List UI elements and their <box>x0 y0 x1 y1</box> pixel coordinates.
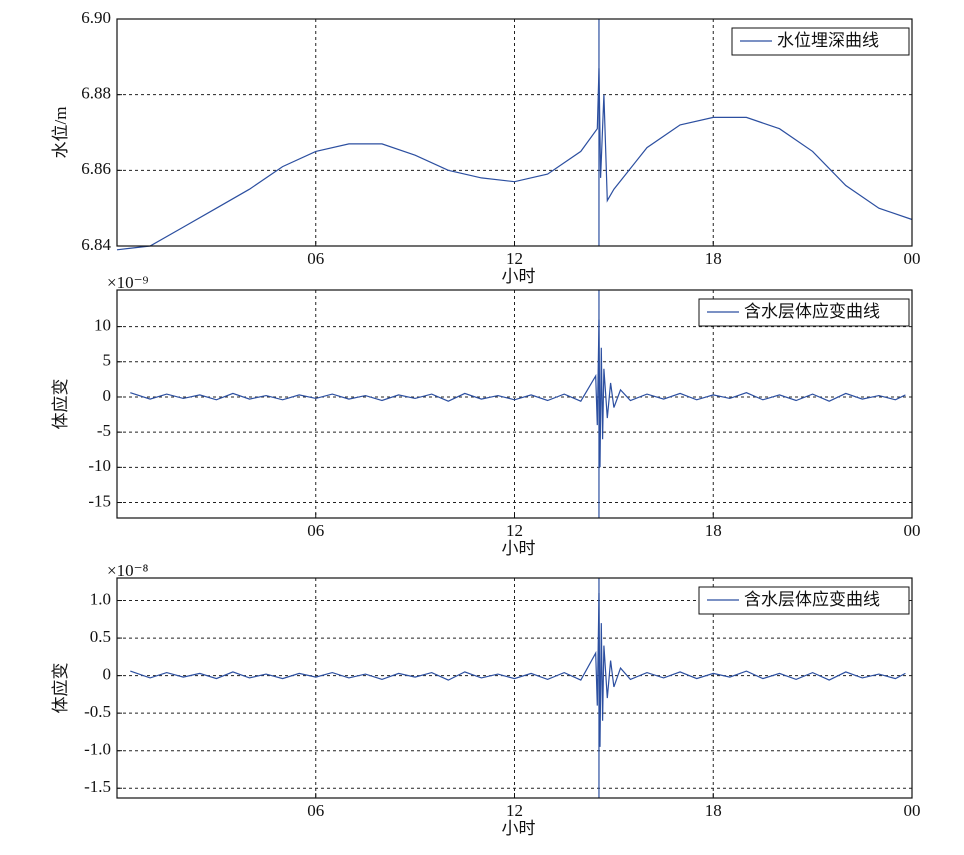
y-axis-label: 体应变 <box>51 663 70 714</box>
y-tick-label: 6.88 <box>81 84 111 103</box>
y-tick-label: 1.0 <box>90 589 111 608</box>
data-line <box>130 592 906 747</box>
x-tick-label: 18 <box>705 521 722 540</box>
y-scale-label: ×10⁻⁸ <box>107 561 149 580</box>
legend-label: 含水层体应变曲线 <box>744 302 880 321</box>
y-tick-label: -15 <box>88 491 111 510</box>
x-tick-label: 12 <box>506 801 523 820</box>
data-line <box>116 68 913 251</box>
x-tick-label: 18 <box>705 801 722 820</box>
y-tick-label: 6.84 <box>81 235 111 254</box>
y-tick-label: -10 <box>88 456 111 475</box>
x-tick-label: 06 <box>307 521 324 540</box>
legend-label: 含水层体应变曲线 <box>744 590 880 609</box>
y-tick-label: -1.5 <box>84 777 111 796</box>
y-tick-label: 0 <box>103 665 112 684</box>
x-tick-label: 00 <box>904 249 921 268</box>
y-tick-label: 0 <box>103 386 112 405</box>
x-tick-label: 12 <box>506 521 523 540</box>
x-tick-label: 06 <box>307 249 324 268</box>
y-tick-label: 6.86 <box>81 159 111 178</box>
x-axis-label: 小时 <box>502 819 536 838</box>
y-tick-label: 5 <box>103 351 112 370</box>
y-tick-label: 10 <box>94 315 111 334</box>
plot-frame <box>116 18 913 247</box>
y-tick-label: -1.0 <box>84 740 111 759</box>
x-tick-label: 18 <box>705 249 722 268</box>
y-axis-label: 水位/m <box>51 107 70 159</box>
y-tick-label: -5 <box>97 421 111 440</box>
x-axis-label: 小时 <box>502 267 536 286</box>
plot-frame <box>116 289 913 519</box>
legend-label: 水位埋深曲线 <box>777 31 879 50</box>
x-axis-label: 小时 <box>502 539 536 558</box>
x-tick-label: 00 <box>904 521 921 540</box>
y-tick-label: -0.5 <box>84 702 111 721</box>
data-line <box>130 319 906 468</box>
plot-frame <box>116 577 913 799</box>
x-tick-label: 12 <box>506 249 523 268</box>
x-tick-label: 00 <box>904 801 921 820</box>
y-axis-label: 体应变 <box>51 379 70 430</box>
y-scale-label: ×10⁻⁹ <box>107 273 149 292</box>
y-tick-label: 6.90 <box>81 8 111 27</box>
y-tick-label: 0.5 <box>90 627 111 646</box>
x-tick-label: 06 <box>307 801 324 820</box>
